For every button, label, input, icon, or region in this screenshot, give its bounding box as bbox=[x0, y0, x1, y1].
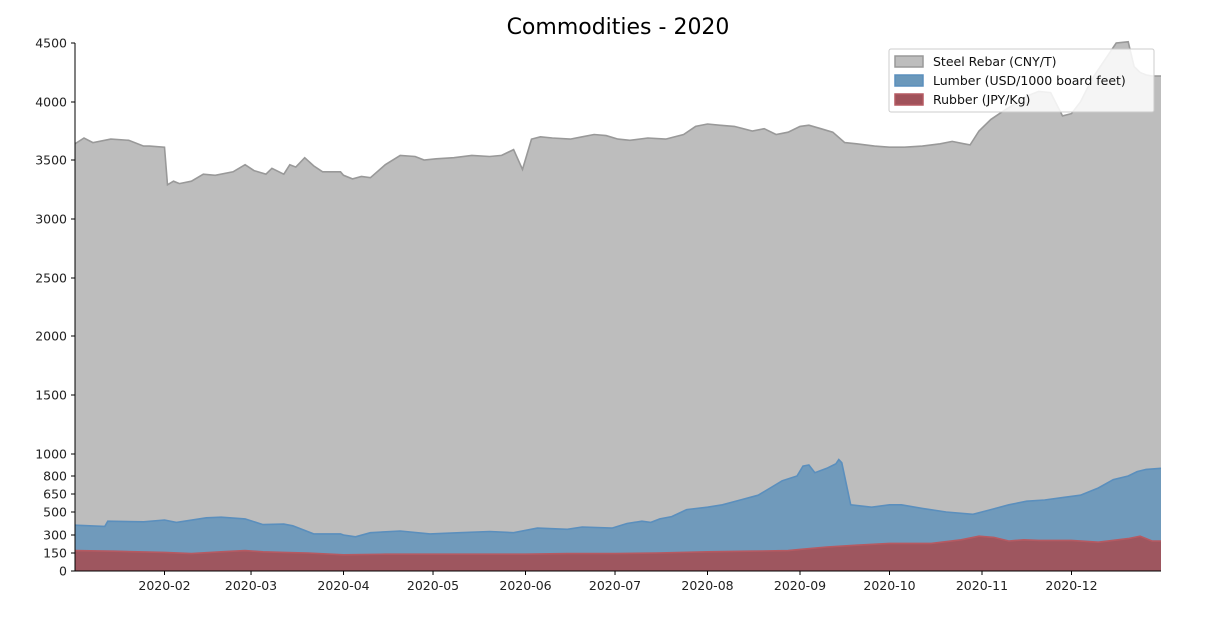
y-tick-label: 4000 bbox=[35, 95, 67, 110]
legend-swatch bbox=[894, 93, 924, 106]
y-tick-label: 2000 bbox=[35, 329, 67, 344]
x-tick-label: 2020-08 bbox=[681, 578, 733, 593]
y-tick-label: 4500 bbox=[35, 36, 67, 51]
chart-title: Commodities - 2020 bbox=[507, 15, 730, 40]
y-tick-label: 2500 bbox=[35, 271, 67, 286]
y-tick-label: 0 bbox=[59, 564, 67, 579]
plot-top-mask bbox=[74, 0, 1162, 35]
x-tick-label: 2020-06 bbox=[499, 578, 551, 593]
x-axis-ticks: 2020-02 2020-03 2020-04 2020-05 2020-06 2020-… bbox=[138, 571, 1098, 593]
rubber-line bbox=[74, 535, 1161, 556]
legend-box bbox=[888, 48, 1155, 113]
y-tick-label: 3000 bbox=[35, 212, 67, 227]
x-tick-label: 2020-03 bbox=[225, 578, 277, 593]
y-tick-label: 1000 bbox=[35, 447, 67, 462]
x-tick-label: 2020-04 bbox=[317, 578, 369, 593]
y-tick-label: 650 bbox=[43, 487, 67, 502]
y-tick-label: 1500 bbox=[35, 388, 67, 403]
y-tick-label: 300 bbox=[43, 528, 67, 543]
y-axis-ticks: 0 150 300 500 650 800 1000 1500 2000 2500 3000 3500… bbox=[35, 36, 75, 579]
lumber-line bbox=[74, 458, 1162, 538]
legend-swatch bbox=[894, 55, 924, 68]
x-tick-label: 2020-07 bbox=[589, 578, 641, 593]
x-tick-label: 2020-12 bbox=[1045, 578, 1097, 593]
y-tick-label: 3500 bbox=[35, 153, 67, 168]
x-tick-label: 2020-11 bbox=[956, 578, 1008, 593]
legend-swatch bbox=[894, 74, 924, 87]
plot-areas bbox=[74, 0, 1162, 572]
legend-label: Rubber (JPY/Kg) bbox=[933, 92, 1030, 107]
legend-label: Lumber (USD/1000 board feet) bbox=[933, 73, 1126, 88]
steel-area bbox=[75, 41, 1161, 572]
x-tick-label: 2020-05 bbox=[407, 578, 459, 593]
y-tick-label: 500 bbox=[43, 505, 67, 520]
y-tick-label: 800 bbox=[43, 469, 67, 484]
legend-label: Steel Rebar (CNY/T) bbox=[933, 54, 1057, 69]
axes bbox=[74, 43, 1161, 572]
legend: Steel Rebar (CNY/T) Lumber (USD/1000 boar… bbox=[888, 48, 1155, 113]
y-tick-label: 150 bbox=[43, 546, 67, 561]
x-tick-label: 2020-02 bbox=[138, 578, 190, 593]
x-tick-label: 2020-10 bbox=[863, 578, 915, 593]
x-tick-label: 2020-09 bbox=[774, 578, 826, 593]
